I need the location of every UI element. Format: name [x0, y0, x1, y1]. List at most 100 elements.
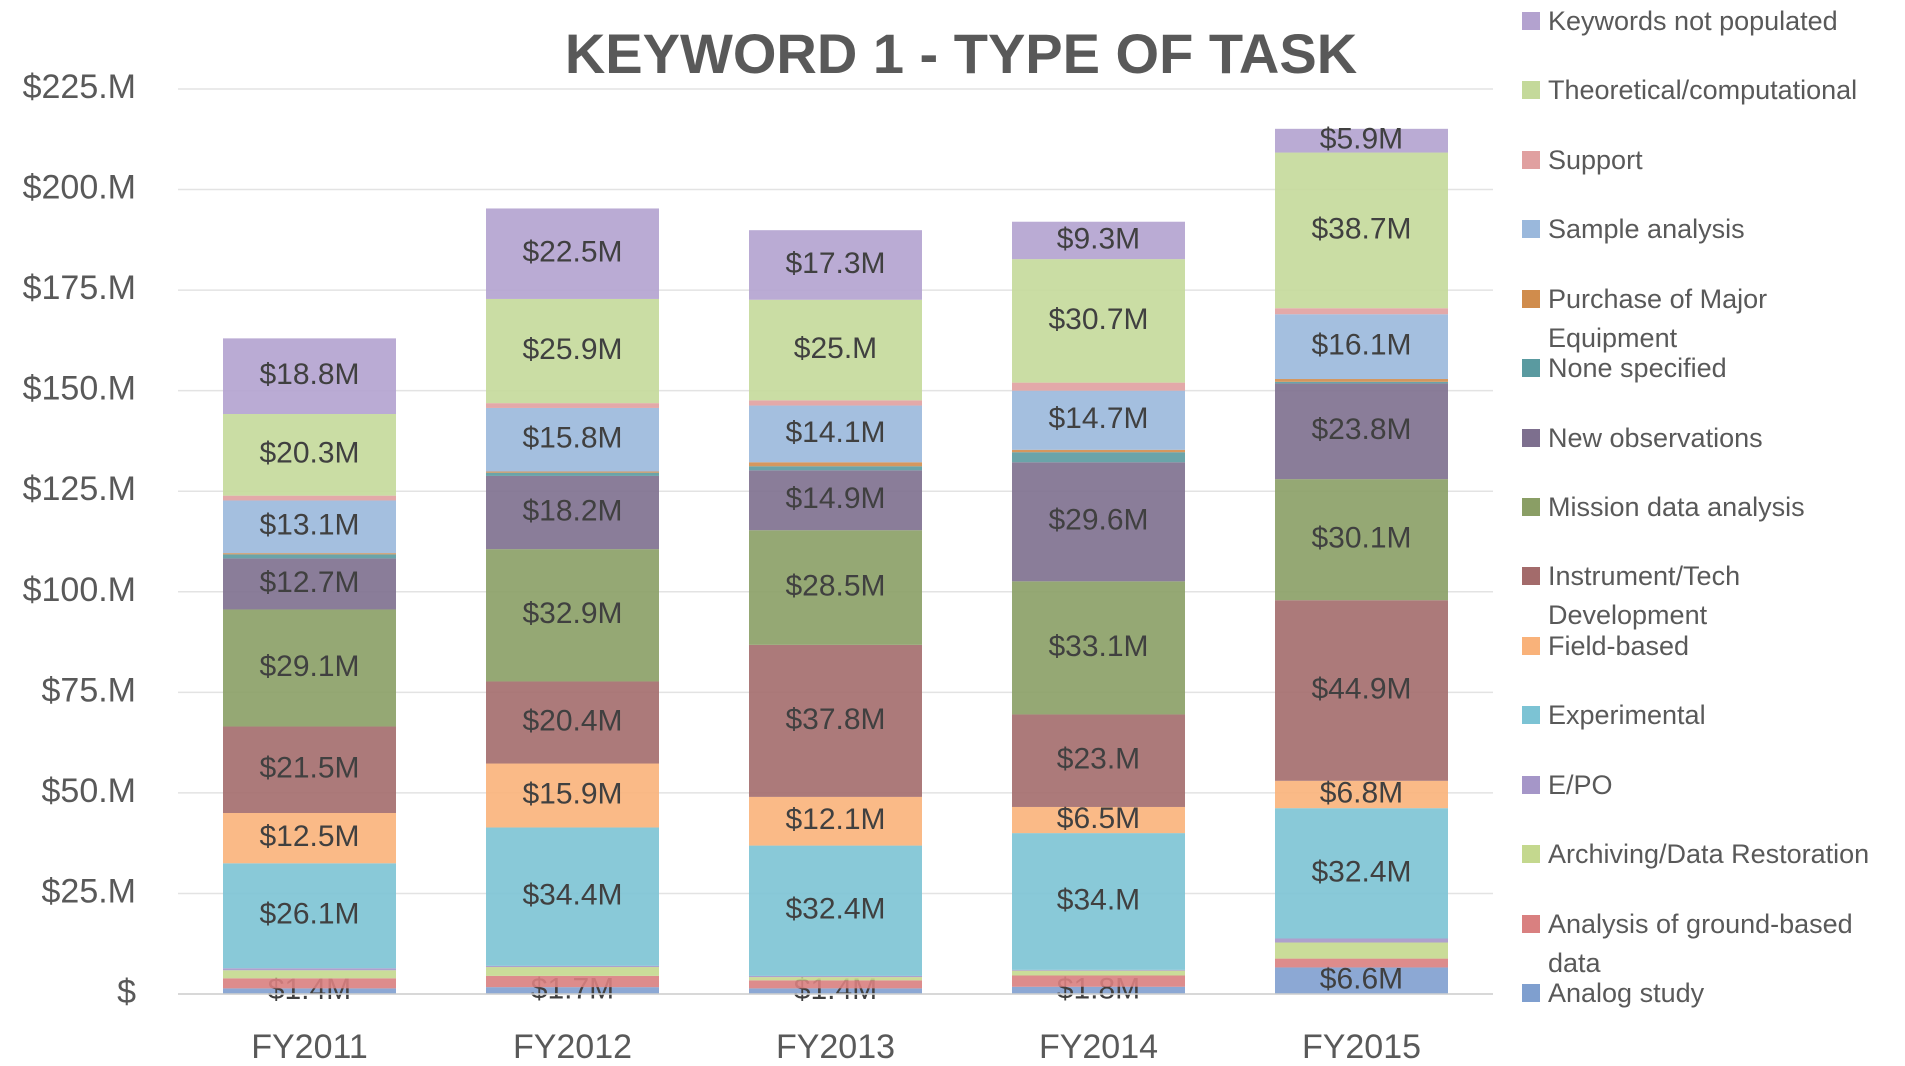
legend-label: Keywords not populated [1548, 6, 1838, 36]
y-tick-label: $100.M [23, 571, 136, 609]
bar-segment [223, 554, 396, 559]
bar-segment [223, 726, 396, 813]
legend-label: Experimental [1548, 700, 1706, 731]
data-label: $29.6M [1048, 504, 1148, 537]
bar-segment [1275, 808, 1448, 939]
bar-segment [1275, 958, 1448, 968]
legend-label: E/PO [1548, 769, 1613, 800]
legend-label: Theoretical/computational [1548, 75, 1858, 106]
legend-swatch [1522, 636, 1540, 655]
bar-segment [1012, 975, 1185, 987]
bar-segment [1275, 379, 1448, 382]
data-label: $12.5M [259, 820, 359, 853]
bar-segment [223, 988, 396, 994]
data-label: $17.3M [785, 247, 885, 280]
legend-item: Field-based [1522, 627, 1897, 666]
bar-segment [223, 609, 396, 727]
legend-item: Archiving/Data Restoration [1522, 835, 1897, 874]
data-label: $32.9M [522, 597, 622, 630]
bar-segment [749, 299, 922, 401]
data-label: $32.4M [785, 893, 885, 926]
data-label: $32.4M [1311, 855, 1411, 888]
bar-segment [223, 558, 396, 610]
data-label: $30.7M [1048, 303, 1148, 336]
legend-label: Mission data analysis [1548, 492, 1805, 522]
data-label: $25.9M [522, 333, 622, 366]
y-tick-label: $225.M [23, 68, 136, 106]
legend-label: Field-based [1548, 630, 1690, 661]
bar-segment [486, 987, 659, 994]
legend-swatch [1522, 914, 1540, 933]
bar-segment [1275, 780, 1448, 809]
legend-item: New observations [1522, 419, 1897, 458]
data-label: $6.8M [1320, 776, 1403, 809]
bar-segment [223, 495, 396, 501]
bar-segment [749, 530, 922, 645]
legend-item: Keywords not populated [1522, 2, 1897, 41]
bar-segment [749, 470, 922, 531]
x-tick-label: FY2014 [1039, 1028, 1158, 1066]
bar-segment [223, 413, 396, 496]
bar-segment [223, 978, 396, 989]
bar-segment [486, 475, 659, 550]
legend-label: Purchase of Major Equipment [1548, 283, 1768, 353]
bar-segment [1012, 462, 1185, 582]
bar-segment [749, 845, 922, 976]
x-tick-label: FY2013 [776, 1028, 895, 1066]
bar-segment [1275, 308, 1448, 315]
legend-swatch [1522, 428, 1540, 447]
data-label: $18.8M [259, 358, 359, 391]
bar-segment [486, 403, 659, 408]
bar-segment [1275, 600, 1448, 781]
bar-segment [1012, 221, 1185, 260]
data-label: $44.9M [1311, 672, 1411, 705]
bar-segment [486, 549, 659, 682]
bar-segment [1275, 938, 1448, 943]
legend-swatch [1522, 567, 1540, 586]
legend-item: Purchase of Major Equipment [1522, 280, 1897, 358]
legend-swatch [1522, 81, 1540, 100]
data-label: $25.M [794, 332, 877, 365]
bar-segment [486, 407, 659, 472]
legend-swatch [1522, 289, 1540, 308]
bar-segment [486, 967, 659, 976]
bar-segment [1012, 452, 1185, 463]
legend-item: Experimental [1522, 696, 1897, 735]
bar-segment [223, 970, 396, 979]
legend-swatch [1522, 12, 1540, 30]
bar-segment [486, 681, 659, 764]
legend-item: None specified [1522, 349, 1897, 388]
bar-segment [486, 975, 659, 988]
data-label: $14.9M [785, 482, 885, 515]
data-label: $28.5M [785, 569, 885, 602]
bar-segment [1012, 581, 1185, 715]
data-label: $6.6M [1320, 963, 1403, 996]
y-tick-label: $175.M [23, 269, 136, 307]
bar-segment [749, 230, 922, 300]
x-tick-label: FY2011 [251, 1028, 368, 1066]
bar-segment [1012, 259, 1185, 383]
bar-segment [1275, 479, 1448, 601]
bar-segment [749, 980, 922, 989]
data-label: $20.3M [259, 437, 359, 470]
bar-segment [1275, 152, 1448, 309]
legend-label: Analysis of ground-based data [1548, 908, 1853, 978]
bar-segment [749, 466, 922, 471]
bar-segment [223, 553, 396, 555]
bar-segment [749, 644, 922, 797]
bar-segment [223, 338, 396, 414]
y-tick-label: $150.M [23, 370, 136, 408]
data-label: $14.7M [1048, 402, 1148, 435]
data-label: $37.8M [785, 703, 885, 736]
data-label: $15.8M [522, 422, 622, 455]
legend-item: Mission data analysis [1522, 488, 1897, 527]
bar-segment [486, 298, 659, 404]
bar-segment [223, 968, 396, 971]
legend-item: Theoretical/computational [1522, 71, 1897, 110]
bar-segment [486, 763, 659, 828]
bar-segment [749, 988, 922, 994]
legend-label: Sample analysis [1548, 214, 1745, 245]
data-label: $13.1M [259, 509, 359, 542]
legend-label: Archiving/Data Restoration [1548, 839, 1870, 870]
